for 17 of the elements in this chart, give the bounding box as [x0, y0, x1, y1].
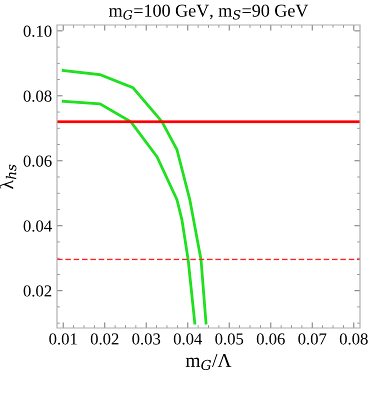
y-tick-label: 0.02	[24, 285, 52, 297]
x-tick-label: 0.02	[90, 333, 118, 345]
chart-title: m$_{G}$=100 GeV, m$_{S}$=90 GeV	[108, 4, 308, 20]
y-tick-label: 0.04	[24, 220, 52, 232]
x-tick-label: 0.08	[340, 333, 368, 345]
y-tick-label: 0.10	[24, 26, 52, 37]
x-tick-label: 0.06	[256, 333, 285, 345]
x-tick-label: 0.04	[174, 333, 202, 345]
y-tick-label: 0.08	[24, 90, 52, 102]
line-series	[62, 69, 208, 325]
y-tick-label: 0.06	[24, 155, 52, 167]
x-tick-label: 0.03	[132, 333, 160, 345]
line-series	[62, 100, 196, 325]
x-tick-label: 0.05	[215, 333, 244, 345]
x-tick-label: 0.01	[49, 333, 77, 345]
x-axis-title: m$_{G}$/Λ	[186, 354, 232, 370]
x-tick-label: 0.07	[298, 333, 326, 345]
